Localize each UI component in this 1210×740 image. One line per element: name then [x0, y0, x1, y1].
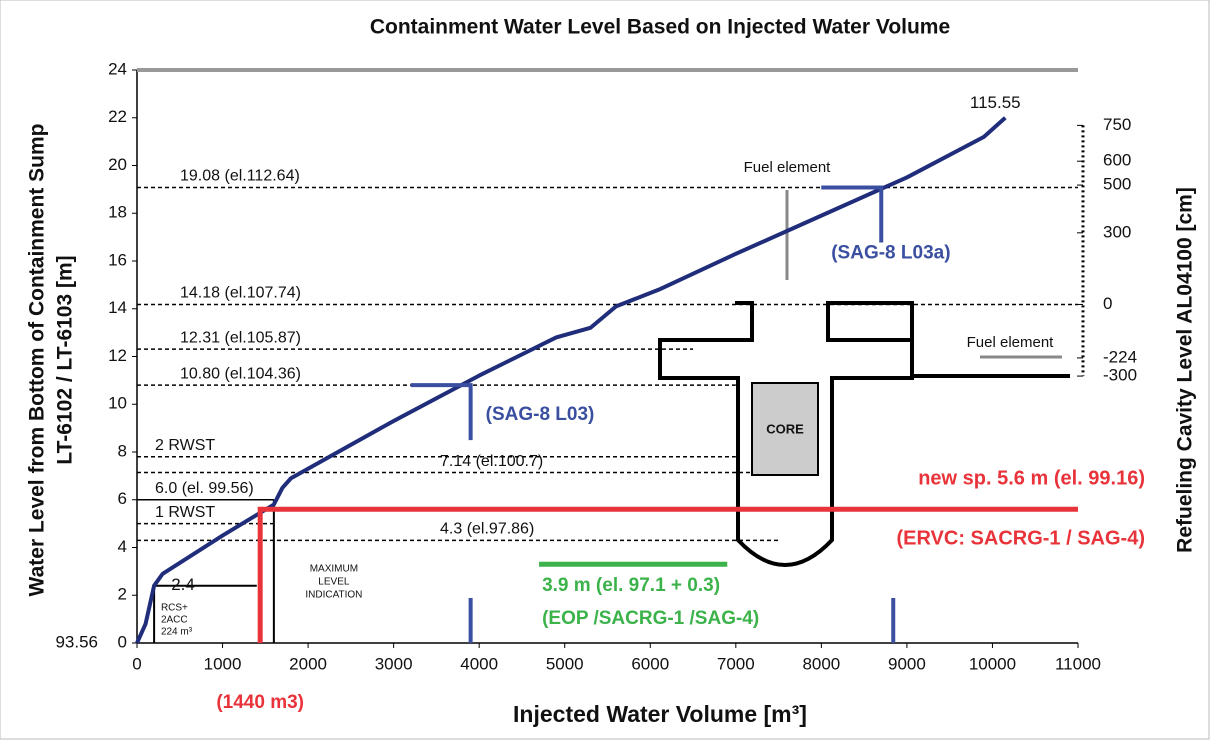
y-tick-label: 18 — [108, 203, 127, 222]
core — [751, 382, 819, 476]
end-label: 115.55 — [970, 93, 1021, 112]
y2-tick-label: -300 — [1103, 366, 1137, 385]
x-tick-label: 2000 — [289, 654, 327, 673]
max-indication-text: INDICATION — [305, 590, 362, 601]
level-label: 2 RWST — [155, 437, 215, 454]
sag8-label: (SAG-8 L03a) — [831, 242, 950, 263]
y2-axis-label: Refueling Cavity Level AL04100 [cm] — [1174, 187, 1197, 553]
y-tick-label: 8 — [118, 441, 127, 460]
y2-tick-label: 750 — [1103, 115, 1131, 134]
fuel-label: Fuel element — [744, 159, 832, 176]
y-tick-label: 4 — [118, 537, 127, 556]
x-tick-label: 7000 — [717, 654, 755, 673]
level-label: 1 RWST — [155, 504, 215, 521]
y-tick-label: 16 — [108, 250, 127, 269]
vessel-outline — [658, 301, 1070, 567]
y2-tick-label: 500 — [1103, 175, 1131, 194]
level-label: 19.08 (el.112.64) — [180, 168, 300, 185]
max-indication-text: LEVEL — [318, 577, 350, 588]
sag8-marker — [410, 383, 473, 441]
core-label: CORE — [766, 421, 804, 436]
level-label: 12.31 (el.105.87) — [180, 329, 301, 346]
max-indication-text: MAXIMUM — [310, 564, 358, 575]
y-tick-label: 22 — [108, 107, 127, 126]
water-level-line — [135, 116, 1007, 644]
fuel-label: Fuel element — [967, 334, 1055, 351]
y2-tick-label: 0 — [1103, 294, 1112, 313]
y-tick-label: 20 — [108, 155, 127, 174]
setpoint-line — [257, 506, 1078, 643]
y-axis-label: Water Level from Bottom of Containment S… — [26, 124, 49, 597]
x-tick-label: 0 — [132, 654, 141, 673]
y2-tick-label: 300 — [1103, 222, 1131, 241]
vessel — [658, 301, 1070, 567]
level-label: 14.18 (el.107.74) — [180, 285, 301, 302]
y-tick-label: 24 — [108, 59, 127, 78]
box-label: 2.4 — [171, 575, 195, 594]
sag8-label: (SAG-8 L03) — [486, 404, 595, 425]
level-label: 6.0 (el. 99.56) — [155, 480, 254, 497]
sag8-marker — [821, 185, 884, 243]
level-label: 4.3 (el.97.86) — [440, 521, 534, 538]
chart-title: Containment Water Level Based on Injecte… — [370, 16, 950, 39]
origin-label: 93.56 — [55, 632, 98, 651]
x-tick-label: 3000 — [375, 654, 413, 673]
x-axis-label: Injected Water Volume [m³] — [513, 701, 807, 727]
eop-sublabel: (EOP /SACRG-1 /SAG-4) — [542, 608, 759, 629]
box-text: RCS+ — [161, 602, 188, 613]
y-tick-label: 2 — [118, 585, 127, 604]
x-tick-label: 4000 — [460, 654, 498, 673]
y-tick-label: 6 — [118, 489, 127, 508]
level-label: 10.80 (el.104.36) — [180, 365, 301, 382]
y2-tick-label: 600 — [1103, 151, 1131, 170]
y2-tick-label: -224 — [1103, 347, 1137, 366]
box-text: 2ACC — [161, 614, 188, 625]
x-tick-label: 8000 — [802, 654, 840, 673]
setpoint-x-label: (1440 m3) — [216, 692, 304, 713]
y-tick-label: 14 — [108, 298, 127, 317]
box-text: 224 m³ — [161, 626, 193, 637]
level-label: 7.14 (el.100.7) — [440, 453, 543, 470]
x-tick-label: 5000 — [546, 654, 584, 673]
x-tick-label: 6000 — [631, 654, 669, 673]
eop-label: 3.9 m (el. 97.1 + 0.3) — [542, 575, 720, 596]
y-tick-label: 10 — [108, 394, 127, 413]
x-tick-label: 10000 — [969, 654, 1016, 673]
y-axis-label: LT-6102 / LT-6103 [m] — [54, 255, 77, 464]
setpoint-sublabel: (ERVC: SACRG-1 / SAG-4) — [896, 528, 1145, 550]
y-tick-label: 0 — [118, 632, 127, 651]
x-tick-label: 11000 — [1055, 654, 1101, 673]
setpoint-label: new sp. 5.6 m (el. 99.16) — [918, 468, 1145, 490]
x-tick-label: 1000 — [204, 654, 242, 673]
y-tick-label: 12 — [108, 346, 127, 365]
x-tick-label: 9000 — [888, 654, 926, 673]
